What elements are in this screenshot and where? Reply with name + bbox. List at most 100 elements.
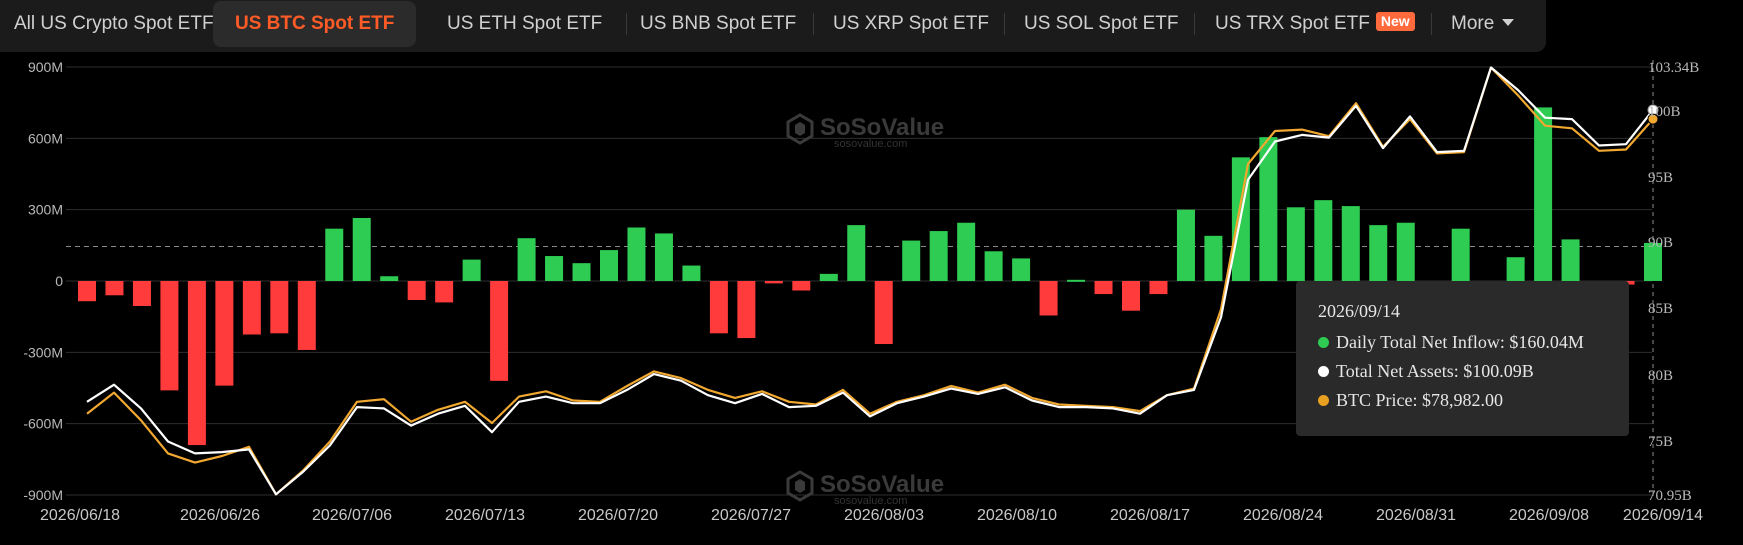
- x-axis-tick: 2026/08/31: [1376, 507, 1456, 524]
- inflow-bar: [1506, 257, 1525, 281]
- inflow-bars: [78, 107, 1662, 446]
- x-axis-tick: 2026/08/10: [977, 507, 1057, 524]
- inflow-bar: [352, 217, 371, 281]
- inflow-bar: [545, 256, 564, 281]
- tab-more[interactable]: More: [1451, 0, 1515, 47]
- tab-separator: [1004, 13, 1005, 35]
- tab-label: More: [1451, 13, 1495, 34]
- price-legend-dot: [1318, 395, 1329, 406]
- assets-legend-dot: [1318, 366, 1329, 377]
- tab-all-us-crypto-spot-etf[interactable]: All US Crypto Spot ETF: [14, 0, 214, 47]
- right-axis-tick: 70.95B: [1648, 488, 1692, 504]
- left-axis-tick: 600M: [28, 130, 63, 146]
- inflow-bar: [160, 281, 179, 391]
- inflow-bar: [270, 281, 289, 334]
- tab-label: US BTC Spot ETF: [235, 13, 395, 34]
- total-assets-line: [86, 66, 1654, 496]
- svg-text:SoSoValue: SoSoValue: [820, 471, 944, 498]
- left-axis-tick: 0: [55, 273, 63, 289]
- chevron-down-icon: [1502, 19, 1515, 26]
- x-axis-tick: 2026/07/06: [312, 507, 392, 524]
- x-axis-tick: 2026/07/27: [711, 507, 791, 524]
- inflow-bar: [654, 233, 673, 281]
- inflow-bar: [957, 222, 976, 281]
- x-axis-tick: 2026/07/13: [445, 507, 525, 524]
- inflow-bar: [819, 273, 838, 281]
- inflow-legend-dot: [1318, 337, 1329, 348]
- inflow-bar: [1451, 228, 1470, 281]
- inflow-bar: [325, 228, 344, 281]
- inflow-bar: [709, 281, 728, 334]
- left-axis-tick: -600M: [23, 416, 63, 432]
- left-axis-tick: 900M: [28, 59, 63, 75]
- tab-us-sol-spot-etf[interactable]: US SOL Spot ETF: [1024, 0, 1179, 47]
- inflow-bar: [600, 250, 618, 281]
- inflow-bar: [407, 281, 426, 301]
- tab-label: US XRP Spot ETF: [833, 13, 989, 34]
- tab-us-trx-spot-etf[interactable]: US TRX Spot ETF New: [1215, 0, 1415, 47]
- inflow-bar: [737, 281, 756, 339]
- inflow-bar: [1286, 207, 1305, 281]
- inflow-bar: [1012, 258, 1031, 281]
- tab-separator: [1431, 13, 1432, 35]
- inflow-bar: [297, 281, 316, 350]
- inflow-bar: [1644, 242, 1662, 281]
- inflow-bar: [1259, 137, 1278, 281]
- left-axis-tick: -300M: [23, 344, 63, 360]
- right-axis-tick: 90B: [1648, 235, 1673, 251]
- tab-label: US BNB Spot ETF: [640, 13, 797, 34]
- inflow-bar: [874, 281, 893, 345]
- inflow-bar: [764, 281, 783, 284]
- tab-label: US TRX Spot ETF: [1215, 13, 1370, 34]
- tab-label: US SOL Spot ETF: [1024, 13, 1179, 34]
- inflow-bar: [1534, 107, 1553, 281]
- inflow-bar: [187, 281, 206, 446]
- svg-text:SoSoValue: SoSoValue: [820, 114, 944, 141]
- inflow-bar: [105, 281, 124, 296]
- inflow-bar: [1067, 279, 1086, 282]
- inflow-bar: [1176, 209, 1195, 281]
- inflow-bar: [847, 225, 866, 281]
- inflow-bar: [517, 238, 536, 281]
- inflow-bar: [215, 281, 234, 386]
- tooltip-inflow: Daily Total Net Inflow: $160.04M: [1318, 332, 1584, 353]
- series-lines: [86, 66, 1659, 496]
- right-axis-tick: 100B: [1648, 104, 1681, 120]
- price-endpoint-marker: [1647, 113, 1659, 125]
- x-axis-tick: 2026/06/18: [40, 507, 120, 524]
- tab-us-xrp-spot-etf[interactable]: US XRP Spot ETF: [833, 0, 989, 47]
- tab-us-eth-spot-etf[interactable]: US ETH Spot ETF: [447, 0, 602, 47]
- right-axis-tick: 80B: [1648, 368, 1673, 384]
- inflow-bar: [1369, 225, 1388, 281]
- tab-us-bnb-spot-etf[interactable]: US BNB Spot ETF: [640, 0, 796, 47]
- tooltip-assets-text: Total Net Assets: $100.09B: [1336, 361, 1534, 381]
- right-axis-tick: 75B: [1648, 434, 1673, 450]
- inflow-bar: [1341, 206, 1360, 281]
- inflow-bar: [929, 231, 948, 281]
- inflow-bar: [1204, 235, 1223, 281]
- inflow-bar: [242, 281, 261, 335]
- inflow-bar: [1561, 239, 1580, 281]
- inflow-bar: [1396, 222, 1415, 281]
- inflow-bar: [682, 265, 701, 281]
- inflow-bar: [984, 251, 1003, 281]
- sosovalue-watermark-bottom: SoSoValue sosovalue.com: [786, 470, 944, 507]
- axis-labels: 900M 600M 300M 0 -300M -600M -900M 103.34B 100B 9…: [23, 59, 1703, 524]
- x-axis-tick: 2026/07/20: [578, 507, 658, 524]
- sosovalue-watermark-top: SoSoValue sosovalue.com: [786, 113, 944, 150]
- tab-us-btc-spot-etf[interactable]: US BTC Spot ETF: [213, 1, 417, 47]
- inflow-bar: [380, 276, 399, 281]
- right-axis-tick: 103.34B: [1648, 60, 1699, 76]
- x-axis-tick: 2026/06/26: [180, 507, 260, 524]
- inflow-bar: [1039, 281, 1058, 316]
- tab-separator: [626, 13, 627, 35]
- left-axis-tick: 300M: [28, 202, 63, 218]
- inflow-bar: [1122, 281, 1140, 311]
- tooltip-price-text: BTC Price: $78,982.00: [1336, 390, 1503, 410]
- svg-text:sosovalue.com: sosovalue.com: [834, 138, 907, 150]
- tooltip-date: 2026/09/14: [1318, 301, 1401, 321]
- chart-tooltip: 2026/09/14 Daily Total Net Inflow: $160.…: [1296, 281, 1629, 436]
- x-axis-tick: 2026/08/24: [1243, 507, 1323, 524]
- x-axis-tick: 2026/09/14: [1623, 507, 1703, 524]
- svg-text:sosovalue.com: sosovalue.com: [834, 495, 907, 507]
